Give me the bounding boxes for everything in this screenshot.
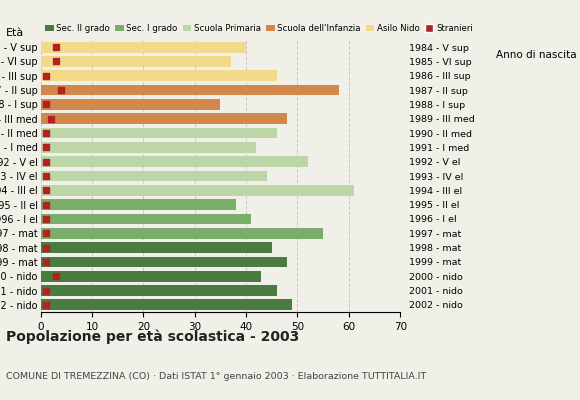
Bar bbox=[41, 142, 256, 153]
Point bbox=[41, 173, 50, 179]
Legend: Sec. II grado, Sec. I grado, Scuola Primaria, Scuola dell'Infanzia, Asilo Nido, : Sec. II grado, Sec. I grado, Scuola Prim… bbox=[45, 24, 473, 33]
Bar bbox=[41, 113, 287, 124]
Bar bbox=[41, 185, 354, 196]
Point bbox=[41, 101, 50, 108]
Point bbox=[41, 216, 50, 222]
Point bbox=[52, 44, 61, 50]
Bar bbox=[41, 70, 277, 81]
Point bbox=[41, 259, 50, 265]
Point bbox=[41, 130, 50, 136]
Text: COMUNE DI TREMEZZINA (CO) · Dati ISTAT 1° gennaio 2003 · Elaborazione TUTTITALIA: COMUNE DI TREMEZZINA (CO) · Dati ISTAT 1… bbox=[6, 372, 426, 381]
Point bbox=[41, 244, 50, 251]
Point bbox=[41, 230, 50, 236]
Bar bbox=[41, 285, 277, 296]
Bar bbox=[41, 99, 220, 110]
Bar bbox=[41, 242, 272, 253]
Bar bbox=[41, 300, 292, 310]
Bar bbox=[41, 214, 251, 224]
Bar bbox=[41, 128, 277, 138]
Point bbox=[41, 202, 50, 208]
Point bbox=[41, 302, 50, 308]
Text: Età: Età bbox=[6, 28, 24, 38]
Bar bbox=[41, 42, 246, 52]
Point bbox=[41, 72, 50, 79]
Bar bbox=[41, 228, 323, 239]
Bar bbox=[41, 85, 339, 96]
Point bbox=[41, 158, 50, 165]
Bar bbox=[41, 171, 267, 181]
Bar bbox=[41, 256, 287, 267]
Point bbox=[46, 116, 56, 122]
Bar bbox=[41, 156, 308, 167]
Point bbox=[56, 87, 66, 93]
Bar bbox=[41, 271, 262, 282]
Bar bbox=[41, 199, 236, 210]
Point bbox=[41, 144, 50, 150]
Point bbox=[52, 58, 61, 65]
Text: Anno di nascita: Anno di nascita bbox=[496, 50, 577, 60]
Bar bbox=[41, 56, 231, 67]
Point bbox=[41, 187, 50, 194]
Point bbox=[52, 273, 61, 280]
Text: Popolazione per età scolastica - 2003: Popolazione per età scolastica - 2003 bbox=[6, 330, 299, 344]
Point bbox=[41, 287, 50, 294]
